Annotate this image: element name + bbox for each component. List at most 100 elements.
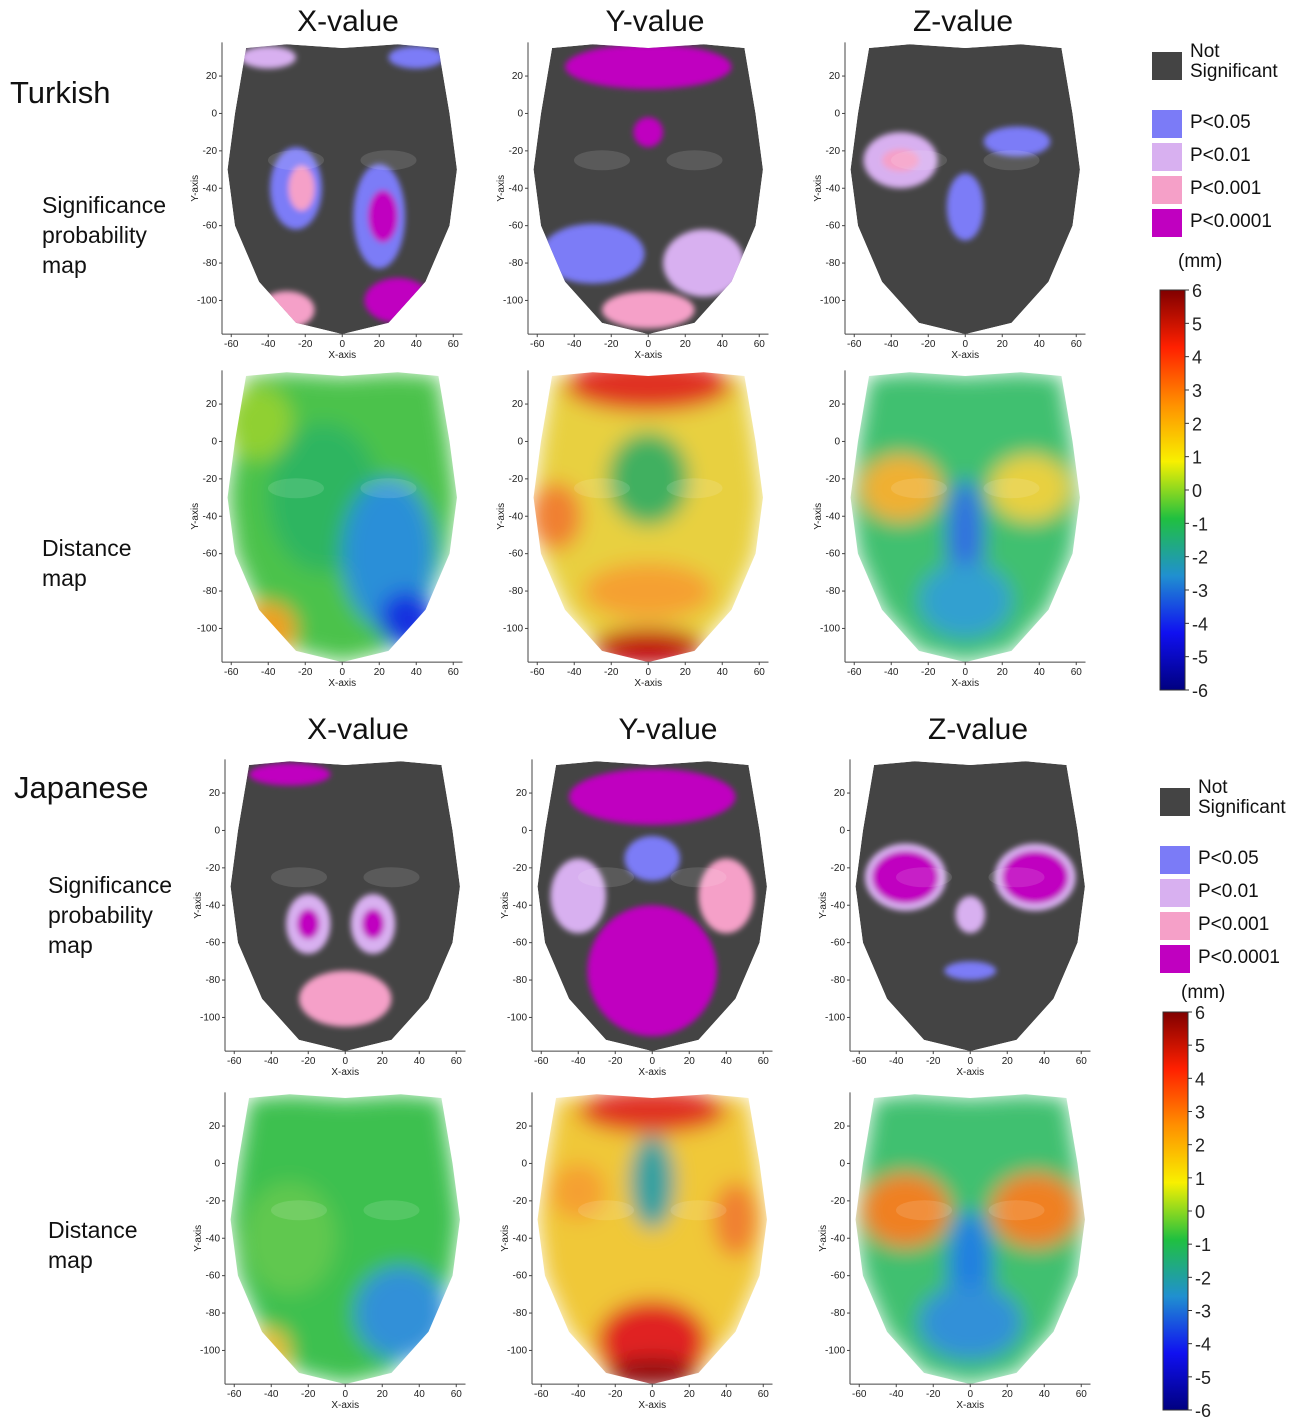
y-tick-label: -100	[200, 1345, 220, 1356]
dist-region	[226, 385, 293, 460]
sig-region	[602, 291, 695, 328]
colorbar-tick-label: 0	[1195, 1202, 1205, 1222]
column-title: Z-value	[863, 5, 1063, 39]
column-title: Y-value	[555, 5, 755, 39]
x-tick-label: 40	[411, 339, 423, 350]
shade	[671, 1200, 727, 1220]
x-tick-label: -40	[571, 1056, 586, 1067]
legend-swatch	[1152, 209, 1182, 237]
shade	[989, 867, 1045, 887]
y-axis-label: Y-axis	[818, 1225, 829, 1252]
x-axis-label: X-axis	[951, 350, 979, 361]
x-tick-label: 60	[1076, 1389, 1088, 1400]
legend-label: P<0.01	[1190, 146, 1306, 166]
y-axis-label: Y-axis	[813, 503, 824, 530]
y-tick-label: -40	[826, 511, 841, 522]
y-tick-label: 0	[214, 825, 220, 836]
x-tick-label: 20	[684, 1389, 696, 1400]
y-tick-label: 0	[211, 108, 217, 119]
y-tick-label: -80	[509, 586, 524, 597]
x-tick-label: -40	[884, 339, 899, 350]
legend-swatch	[1152, 143, 1182, 171]
colorbar-tick-label: -4	[1192, 614, 1208, 634]
shade	[578, 1200, 634, 1220]
y-tick-label: 20	[834, 788, 846, 799]
map-panel: -60-40-200204060200-20-40-60-80-100X-axi…	[497, 755, 787, 1085]
sig-region	[362, 909, 384, 939]
y-tick-label: 0	[839, 825, 845, 836]
y-tick-label: -80	[831, 1308, 846, 1319]
sig-region	[569, 769, 736, 825]
dist-region	[713, 1182, 757, 1257]
map-panel: -60-40-200204060200-20-40-60-80-100X-axi…	[810, 38, 1100, 368]
x-tick-label: -20	[926, 1056, 941, 1067]
section-label: Japanese	[14, 770, 148, 806]
y-axis-label: Y-axis	[500, 1225, 511, 1252]
x-tick-label: 0	[645, 339, 651, 350]
face	[231, 761, 460, 1051]
y-tick-label: 0	[834, 436, 840, 447]
y-tick-label: -80	[513, 975, 528, 986]
face	[538, 1089, 767, 1388]
colorbar: 6543210-1-2-3-4-5-6	[1160, 282, 1240, 702]
x-axis-label: X-axis	[956, 1400, 984, 1411]
legend-swatch	[1160, 879, 1190, 907]
shade	[984, 478, 1040, 498]
x-tick-label: 40	[1034, 339, 1046, 350]
y-axis-label: Y-axis	[813, 175, 824, 202]
x-tick-label: 20	[1002, 1389, 1014, 1400]
shade	[667, 150, 723, 170]
colorbar-tick-label: -3	[1192, 581, 1208, 601]
x-tick-label: 40	[414, 1389, 426, 1400]
legend-swatch	[1160, 846, 1190, 874]
shade	[578, 867, 634, 887]
colorbar-tick-label: -5	[1192, 648, 1208, 668]
x-tick-label: 60	[1076, 1056, 1088, 1067]
y-tick-label: -20	[203, 146, 218, 157]
x-tick-label: 0	[339, 667, 345, 678]
x-tick-label: 0	[967, 1389, 973, 1400]
y-tick-label: -40	[509, 183, 524, 194]
y-axis-label: Y-axis	[193, 1225, 204, 1252]
face	[851, 44, 1080, 334]
face	[226, 372, 457, 662]
y-tick-label: 0	[521, 825, 527, 836]
y-tick-label: -100	[200, 1012, 220, 1023]
y-tick-label: -40	[513, 900, 528, 911]
face	[228, 44, 457, 334]
y-tick-label: -60	[513, 1271, 528, 1282]
y-tick-label: 0	[834, 108, 840, 119]
y-tick-label: -20	[513, 863, 528, 874]
y-tick-label: -80	[203, 586, 218, 597]
x-tick-label: -60	[530, 667, 545, 678]
y-tick-label: -80	[206, 1308, 221, 1319]
sig-region	[944, 961, 996, 980]
x-axis-label: X-axis	[956, 1067, 984, 1078]
y-tick-label: -80	[826, 586, 841, 597]
map-panel: -60-40-200204060200-20-40-60-80-100X-axi…	[493, 366, 783, 696]
sig-region	[663, 229, 744, 296]
legend-label: Not Significant	[1198, 778, 1306, 818]
y-tick-label: -100	[820, 623, 840, 634]
x-tick-label: -40	[567, 667, 582, 678]
row-label: Distance map	[42, 533, 182, 593]
face	[530, 359, 763, 666]
shade	[896, 867, 952, 887]
y-tick-label: -60	[831, 938, 846, 949]
y-tick-label: -100	[503, 623, 523, 634]
x-tick-label: 60	[448, 339, 460, 350]
dist-region	[355, 1266, 448, 1360]
x-tick-label: 60	[448, 667, 460, 678]
row-label: Significance probability map	[48, 870, 188, 960]
face	[856, 761, 1085, 1051]
x-tick-label: -20	[921, 667, 936, 678]
y-tick-label: -80	[826, 258, 841, 269]
y-tick-label: -80	[206, 975, 221, 986]
map-panel: -60-40-200204060200-20-40-60-80-100X-axi…	[190, 1088, 480, 1418]
face-colors	[530, 359, 763, 666]
face	[534, 44, 763, 334]
x-tick-label: 20	[1002, 1056, 1014, 1067]
x-tick-label: -20	[926, 1389, 941, 1400]
